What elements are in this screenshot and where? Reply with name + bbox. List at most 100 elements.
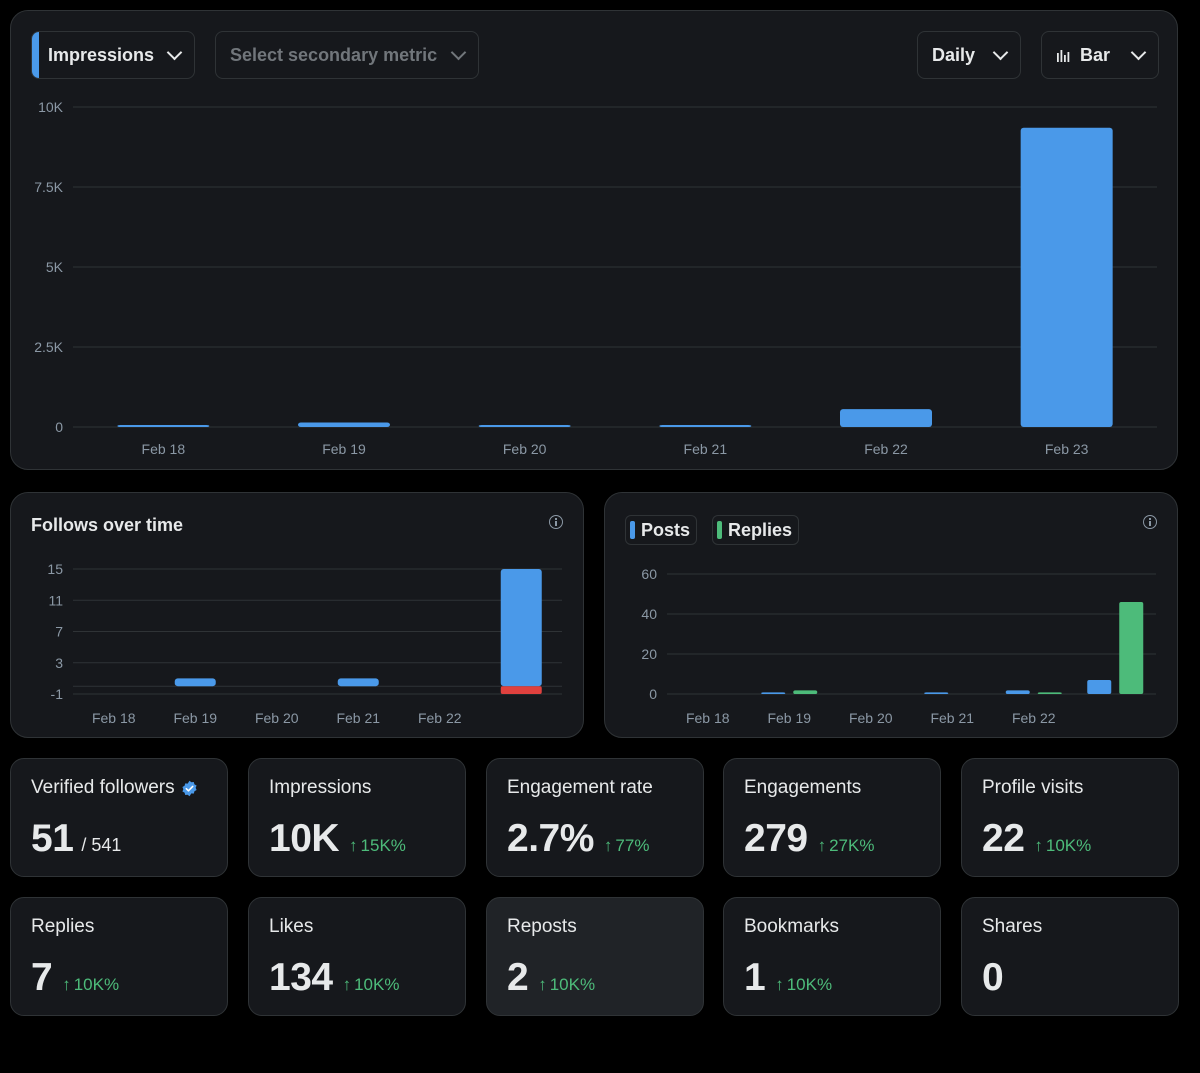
metric-card-total: / 541 bbox=[81, 835, 122, 855]
metric-card-label-text: Engagement rate bbox=[507, 777, 653, 798]
bar-impressions-4[interactable] bbox=[840, 409, 932, 427]
bar-follows-1[interactable] bbox=[174, 678, 216, 687]
metric-card-label-text: Replies bbox=[31, 916, 95, 937]
impressions-chart-panel: Impressions Select secondary metric Dail… bbox=[10, 10, 1178, 470]
arrow-up-icon: ↑ bbox=[775, 975, 784, 994]
metric-card-change: ↑ 10K% bbox=[1034, 836, 1091, 856]
metric-card-value-row: 2.7% ↑ 77% bbox=[507, 817, 649, 861]
metric-card-likes[interactable]: Likes 134 ↑ 10K% bbox=[248, 897, 466, 1016]
metric-card-bookmarks[interactable]: Bookmarks 1 ↑ 10K% bbox=[723, 897, 941, 1016]
metric-card-value-row: 7 ↑ 10K% bbox=[31, 956, 119, 1000]
metric-card-verified-followers[interactable]: Verified followers 51 / 541 bbox=[10, 758, 228, 877]
arrow-up-icon: ↑ bbox=[817, 836, 827, 855]
metric-card-change: ↑ 10K% bbox=[343, 975, 400, 995]
posts-swatch bbox=[630, 521, 635, 539]
metric-card-change-text: 10K% bbox=[549, 975, 596, 994]
bar-impressions-3[interactable] bbox=[659, 425, 752, 427]
metric-card-engagements[interactable]: Engagements 279 ↑ 27K% bbox=[723, 758, 941, 877]
primary-metric-dropdown[interactable]: Impressions bbox=[31, 31, 195, 79]
bar-posts-3[interactable] bbox=[924, 692, 949, 694]
legend-posts-label: Posts bbox=[641, 519, 691, 540]
arrow-up-icon: ↑ bbox=[342, 975, 352, 994]
y-tick-label: 0 bbox=[55, 419, 63, 435]
secondary-metric-dropdown[interactable]: Select secondary metric bbox=[215, 31, 479, 79]
x-tick-label: Feb 21 bbox=[930, 710, 974, 726]
bar-posts-1[interactable] bbox=[761, 692, 786, 694]
bar-posts-5[interactable] bbox=[1087, 680, 1112, 694]
follows-title: Follows over time bbox=[31, 515, 184, 535]
metric-card-value: 2.7% bbox=[507, 817, 594, 860]
arrow-up-icon: ↑ bbox=[349, 836, 358, 855]
y-tick-label: 11 bbox=[48, 592, 63, 608]
primary-metric-label: Impressions bbox=[48, 44, 155, 65]
metric-card-profile-visits[interactable]: Profile visits 22 ↑ 10K% bbox=[961, 758, 1179, 877]
metric-card-label: Replies bbox=[31, 916, 94, 938]
y-tick-label: 20 bbox=[641, 646, 657, 662]
verified-badge-icon bbox=[182, 780, 197, 796]
info-icon[interactable] bbox=[549, 515, 563, 529]
y-tick-label: 7 bbox=[55, 624, 63, 640]
bar-follows-5[interactable] bbox=[500, 569, 542, 687]
metric-card-impressions[interactable]: Impressions 10K ↑ 15K% bbox=[248, 758, 466, 877]
metric-card-change-text: 15K% bbox=[360, 836, 406, 855]
metric-card-label-text: Shares bbox=[982, 916, 1043, 937]
arrow-up-icon: ↑ bbox=[603, 836, 613, 855]
metric-card-value-row: 0 bbox=[982, 956, 1004, 1000]
arrow-up-icon: ↑ bbox=[538, 975, 547, 994]
metric-card-label: Engagement rate bbox=[507, 777, 653, 799]
y-tick-label: 5K bbox=[46, 259, 64, 275]
bar-impressions-0[interactable] bbox=[117, 425, 210, 427]
metric-card-change-text: 10K% bbox=[786, 975, 833, 994]
x-tick-label: Feb 20 bbox=[255, 710, 299, 726]
metric-card-value: 22 bbox=[982, 817, 1025, 860]
bar-replies-5[interactable] bbox=[1119, 602, 1144, 694]
bar-impressions-1[interactable] bbox=[298, 422, 390, 427]
metric-card-change: ↑ 27K% bbox=[818, 836, 875, 856]
metric-card-reposts[interactable]: Reposts 2 ↑ 10K% bbox=[486, 897, 704, 1016]
y-tick-label: 3 bbox=[55, 655, 63, 671]
metric-card-label-text: Impressions bbox=[269, 777, 372, 798]
metric-card-value-row: 51 / 541 bbox=[31, 817, 121, 861]
metric-card-value: 134 bbox=[269, 956, 333, 999]
period-dropdown[interactable]: Daily bbox=[917, 31, 1021, 79]
x-tick-label: Feb 19 bbox=[322, 441, 366, 457]
bar-posts-4[interactable] bbox=[1005, 690, 1030, 694]
info-icon[interactable] bbox=[1143, 515, 1157, 529]
bar-impressions-2[interactable] bbox=[478, 425, 571, 427]
metric-card-change: ↑ 15K% bbox=[349, 836, 406, 856]
metric-card-label-text: Engagements bbox=[744, 777, 862, 798]
metric-card-label: Profile visits bbox=[982, 777, 1083, 799]
x-tick-label: Feb 20 bbox=[503, 441, 547, 457]
arrow-up-icon: ↑ bbox=[62, 975, 71, 994]
metric-card-value-row: 2 ↑ 10K% bbox=[507, 956, 595, 1000]
bar-replies-1[interactable] bbox=[793, 690, 818, 694]
metric-card-shares[interactable]: Shares 0 bbox=[961, 897, 1179, 1016]
y-tick-label: 40 bbox=[641, 606, 657, 622]
metric-card-value-row: 279 ↑ 27K% bbox=[744, 817, 874, 861]
metric-card-change-text: 27K% bbox=[829, 836, 875, 855]
metric-card-change: ↑ 10K% bbox=[538, 975, 595, 995]
metric-card-value: 10K bbox=[269, 817, 340, 860]
metric-card-label-text: Bookmarks bbox=[744, 916, 840, 937]
bar-follows-3[interactable] bbox=[337, 678, 379, 687]
posts-replies-bar-chart: 0 20 40 60 Feb 18 Feb 19 Feb 20 Feb 21 Feb 22 bbox=[641, 566, 1156, 726]
legend-replies[interactable]: Replies bbox=[712, 515, 800, 545]
metric-card-value-row: 1 ↑ 10K% bbox=[744, 956, 832, 1000]
bar-replies-4[interactable] bbox=[1037, 692, 1062, 694]
metric-card-value: 0 bbox=[982, 956, 1004, 999]
secondary-metric-placeholder: Select secondary metric bbox=[230, 44, 438, 65]
metric-card-value-row: 10K ↑ 15K% bbox=[269, 817, 406, 861]
y-tick-label: 7.5K bbox=[34, 179, 63, 195]
chart-type-dropdown[interactable]: Bar bbox=[1041, 31, 1159, 79]
metric-card-engagement-rate[interactable]: Engagement rate 2.7% ↑ 77% bbox=[486, 758, 704, 877]
follows-bar-chart: -1 3 7 11 15 Feb 18 Feb 19 Feb 20 Feb 21 Feb 22 bbox=[47, 561, 562, 726]
metric-card-label-text: Profile visits bbox=[982, 777, 1084, 798]
bar-unfollows-5[interactable] bbox=[500, 686, 542, 694]
legend-posts[interactable]: Posts bbox=[625, 515, 698, 545]
metric-card-value-row: 22 ↑ 10K% bbox=[982, 817, 1091, 861]
metric-card-replies[interactable]: Replies 7 ↑ 10K% bbox=[10, 897, 228, 1016]
metric-card-change: ↑ 10K% bbox=[62, 975, 119, 995]
metric-card-label: Bookmarks bbox=[744, 916, 839, 938]
x-tick-label: Feb 22 bbox=[418, 710, 462, 726]
bar-impressions-5[interactable] bbox=[1020, 127, 1113, 428]
